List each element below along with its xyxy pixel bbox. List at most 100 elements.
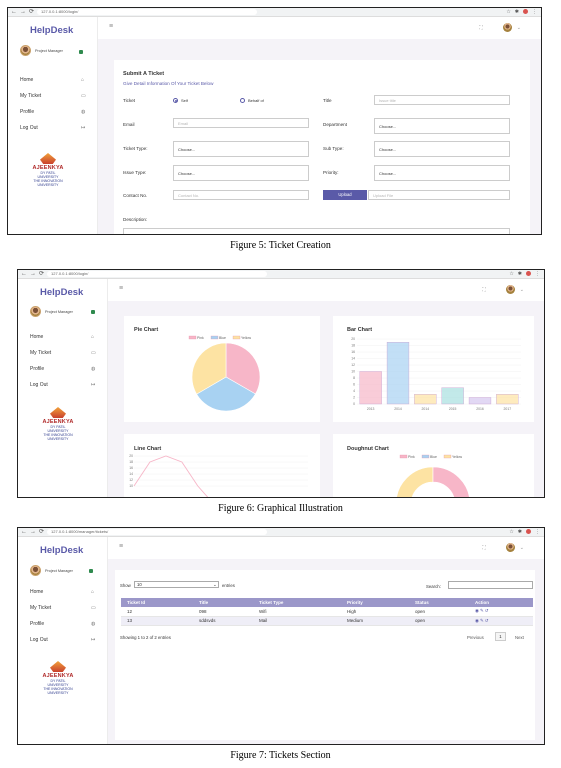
tickets-table: Ticket Id Title Ticket Type Priority Sta… (121, 598, 533, 626)
sidebar-item-home[interactable]: Home (30, 589, 44, 595)
sidebar-item-logout[interactable]: Log Out (30, 382, 48, 388)
description-textarea[interactable] (123, 228, 510, 234)
university-logo: AJEENKYA DY PATIL UNIVERSITY THE INNOVAT… (30, 153, 66, 187)
search-input[interactable] (448, 581, 533, 589)
hamburger-icon[interactable]: ≡ (119, 285, 124, 292)
legend-swatch (421, 454, 430, 459)
fullscreen-icon[interactable]: ⛶ (482, 544, 486, 551)
back-icon[interactable]: ← (21, 271, 27, 277)
sidebar-item-home[interactable]: Home (30, 334, 44, 340)
search-label: Search: (426, 584, 441, 589)
issue-type-select[interactable]: Choose... (173, 165, 309, 181)
legend-label: Pink (408, 455, 415, 459)
sidebar-item-profile[interactable]: Profile (30, 366, 45, 372)
sidebar-item-logout[interactable]: Log Out (30, 637, 48, 643)
edit-icon[interactable]: ✎ (479, 617, 485, 623)
forward-icon[interactable]: → (30, 271, 36, 277)
user-info[interactable]: Project Manager (20, 45, 63, 56)
title-input[interactable]: Issue title (374, 95, 510, 105)
address-bar[interactable]: 127.0.0.1:8000/login/ (37, 9, 258, 15)
sidebar-item-profile[interactable]: Profile (20, 109, 35, 115)
profile-icon[interactable] (526, 529, 531, 534)
column-status[interactable]: Status (409, 598, 469, 607)
star-icon[interactable]: ☆ (509, 271, 514, 277)
address-bar[interactable]: 127.0.0.1:8000/manager/tickets/ (47, 529, 268, 535)
chevron-down-icon[interactable]: ⌄ (519, 544, 524, 551)
hamburger-icon[interactable]: ≡ (119, 543, 124, 550)
sidebar-item-logout[interactable]: Log Out (20, 125, 38, 131)
profile-icon[interactable] (523, 9, 528, 14)
sidebar: HelpDesk Project Manager Home ⌂ My Ticket… (18, 279, 108, 497)
forward-icon[interactable]: → (30, 529, 36, 535)
undo-icon[interactable]: ↺ (484, 617, 490, 623)
user-info[interactable]: Project Manager (30, 306, 73, 317)
puzzle-icon[interactable]: ✱ (514, 9, 519, 15)
ticket-type-select[interactable]: Choose... (173, 141, 309, 157)
avatar[interactable] (505, 543, 515, 552)
puzzle-icon[interactable]: ✱ (517, 271, 522, 277)
menu-dots-icon[interactable]: ⋮ (532, 9, 537, 15)
logo-sub3: UNIVERSITY (37, 183, 59, 187)
brand-logo-text[interactable]: HelpDesk (40, 287, 84, 298)
address-bar[interactable]: 127.0.0.1:8000/login/ (47, 271, 268, 277)
view-icon[interactable]: ◉ (475, 617, 480, 623)
hamburger-icon[interactable]: ≡ (109, 23, 114, 30)
status-badge (91, 310, 95, 314)
priority-select[interactable]: Choose... (374, 165, 510, 181)
column-ticket-type[interactable]: Ticket Type (253, 598, 341, 607)
avatar[interactable] (505, 285, 515, 294)
sidebar-item-home[interactable]: Home (20, 77, 34, 83)
column-action[interactable]: Action (469, 598, 533, 607)
bar-chart: 0 2 4 6 8 10 12 14 16 18 20 2013 2014 2014 2015 2016 201… (351, 337, 521, 411)
reload-icon[interactable]: ⟳ (39, 271, 45, 277)
contact-input[interactable]: Contact No. (173, 190, 309, 200)
view-icon[interactable]: ◉ (475, 608, 480, 614)
behalf-radio[interactable] (240, 98, 245, 103)
column-title[interactable]: Title (193, 598, 253, 607)
star-icon[interactable]: ☆ (506, 9, 511, 15)
fullscreen-icon[interactable]: ⛶ (482, 286, 486, 293)
figure-6-screenshot: ← → ⟳ 127.0.0.1:8000/login/ ☆ ✱ ⋮ HelpDesk… (17, 269, 545, 498)
back-icon[interactable]: ← (21, 529, 27, 535)
sidebar-item-my-ticket[interactable]: My Ticket (20, 93, 42, 99)
table-row: 13 sddsvds Mail Medium open ◉✎↺ (121, 616, 533, 626)
sidebar-item-profile[interactable]: Profile (30, 621, 45, 627)
menu-dots-icon[interactable]: ⋮ (535, 529, 540, 535)
reload-icon[interactable]: ⟳ (39, 529, 45, 535)
upload-button[interactable]: Upload (323, 190, 367, 200)
brand-logo-text[interactable]: HelpDesk (40, 545, 84, 556)
form-subtitle: Give Detail Information Of Your Ticket B… (123, 81, 214, 86)
forward-icon[interactable]: → (20, 9, 26, 15)
reload-icon[interactable]: ⟳ (29, 9, 35, 15)
edit-icon[interactable]: ✎ (479, 608, 485, 614)
user-info[interactable]: Project Manager (30, 565, 73, 576)
x-tick-label: 2017 (504, 407, 512, 411)
star-icon[interactable]: ☆ (509, 529, 514, 535)
page-1-button[interactable]: 1 (495, 632, 506, 641)
puzzle-icon[interactable]: ✱ (517, 529, 522, 535)
sidebar-item-my-ticket[interactable]: My Ticket (30, 605, 52, 611)
profile-icon[interactable] (526, 271, 531, 276)
chevron-down-icon[interactable]: ⌄ (516, 24, 521, 31)
email-input[interactable]: Email (173, 118, 309, 128)
avatar[interactable] (502, 23, 512, 32)
column-ticket-id[interactable]: Ticket Id (121, 598, 193, 607)
menu-dots-icon[interactable]: ⋮ (535, 271, 540, 277)
fullscreen-icon[interactable]: ⛶ (479, 24, 483, 31)
sub-type-select[interactable]: Choose... (374, 141, 510, 157)
previous-button[interactable]: Previous (467, 635, 484, 640)
undo-icon[interactable]: ↺ (484, 608, 490, 614)
pie-chart: Pink Blue Yellow (188, 335, 261, 412)
cell-status: open (409, 607, 469, 617)
column-priority[interactable]: Priority (341, 598, 409, 607)
brand-logo-text[interactable]: HelpDesk (30, 25, 74, 36)
next-button[interactable]: Next (515, 635, 524, 640)
chevron-down-icon[interactable]: ⌄ (519, 286, 524, 293)
entries-select[interactable]: 10 (134, 581, 219, 588)
line-chart-title: Line Chart (134, 446, 162, 452)
sidebar-item-my-ticket[interactable]: My Ticket (30, 350, 52, 356)
department-select[interactable]: Choose... (374, 118, 510, 134)
self-radio[interactable] (173, 98, 178, 103)
upload-input[interactable]: Upload File (368, 190, 510, 200)
back-icon[interactable]: ← (11, 9, 17, 15)
